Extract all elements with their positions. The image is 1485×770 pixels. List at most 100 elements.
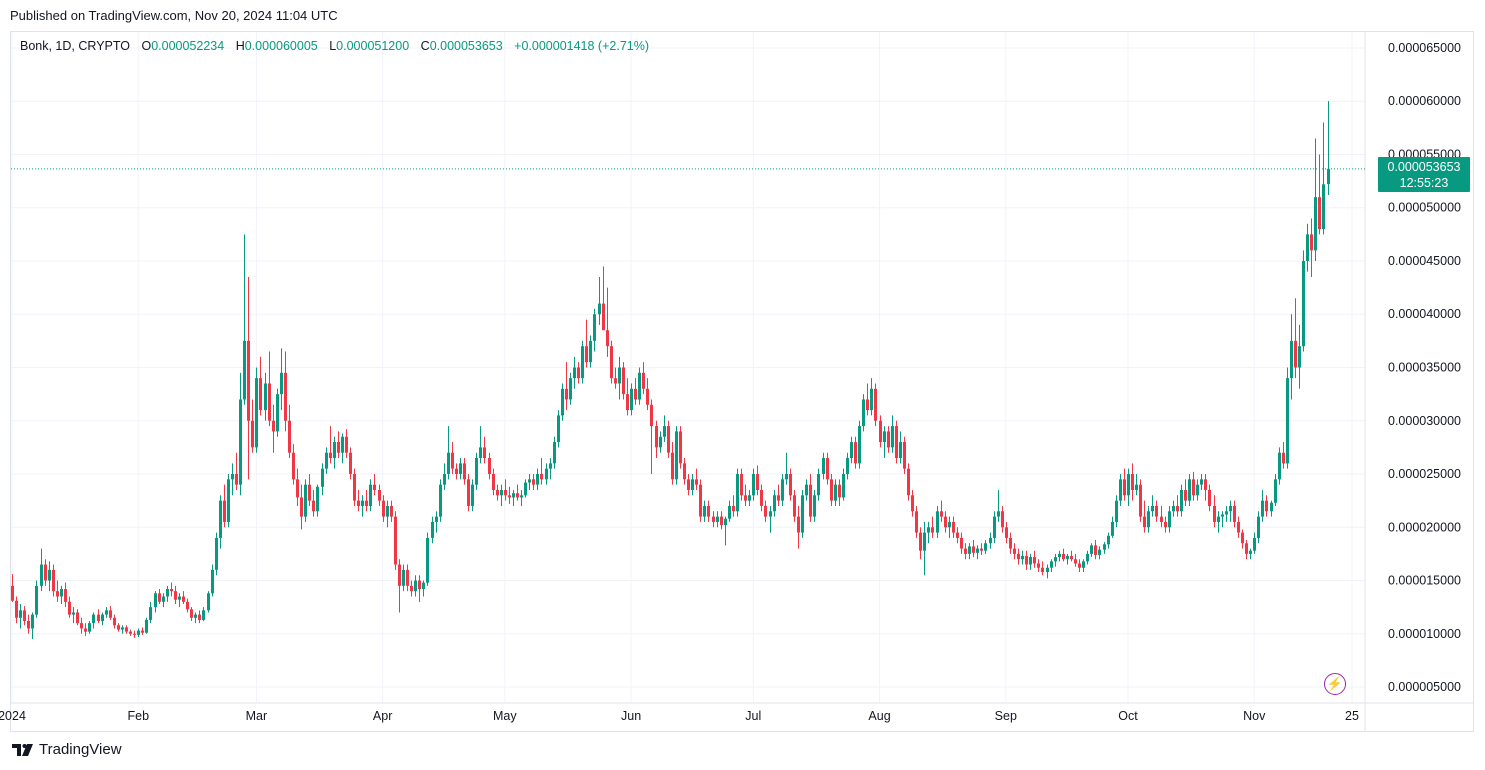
- candle-body: [646, 388, 649, 405]
- candle: [756, 465, 759, 496]
- candle: [687, 474, 690, 496]
- candle: [923, 521, 926, 576]
- candle: [732, 495, 735, 517]
- candle: [683, 458, 686, 485]
- candle-body: [422, 582, 425, 590]
- candle: [1009, 532, 1012, 554]
- candle-body: [569, 378, 572, 400]
- candle: [569, 372, 572, 405]
- candle: [463, 458, 466, 485]
- candle-body: [1054, 557, 1057, 562]
- candle: [1310, 218, 1313, 277]
- candle-body: [15, 600, 18, 618]
- candle-body: [980, 548, 983, 551]
- candle: [117, 623, 120, 632]
- candle: [573, 356, 576, 389]
- candle-body: [378, 489, 381, 501]
- candle-body: [105, 610, 108, 615]
- time-tick-label: Oct: [1118, 709, 1138, 723]
- candle: [1001, 505, 1004, 533]
- candle-body: [740, 474, 743, 496]
- candle-body: [997, 511, 1000, 517]
- time-tick-label: May: [493, 709, 517, 723]
- candle-body: [1282, 452, 1285, 464]
- candle: [1098, 546, 1101, 560]
- candle: [1184, 479, 1187, 506]
- candle: [1066, 553, 1069, 565]
- candle: [1221, 511, 1224, 528]
- candle: [492, 468, 495, 496]
- candle: [838, 479, 841, 506]
- candle-body: [1204, 479, 1207, 490]
- candle-body: [760, 489, 763, 506]
- candle-body: [1017, 553, 1020, 560]
- time-tick-label: Aug: [868, 709, 890, 723]
- candle: [1086, 550, 1089, 565]
- candle-body: [300, 497, 303, 517]
- candle: [80, 617, 83, 634]
- candle: [646, 378, 649, 411]
- candle: [1123, 468, 1126, 501]
- candle-body: [500, 489, 503, 496]
- candle: [883, 426, 886, 459]
- candle: [712, 511, 715, 528]
- candle: [915, 505, 918, 538]
- candle-body: [923, 532, 926, 551]
- candle-body: [467, 479, 470, 506]
- candle: [1090, 543, 1093, 558]
- price-tick-label: 0.000035000: [1388, 361, 1461, 375]
- candle-body: [553, 442, 556, 464]
- candle-body: [964, 548, 967, 554]
- candle: [1172, 500, 1175, 517]
- candle-body: [516, 493, 519, 498]
- candle-body: [31, 614, 34, 629]
- candle: [748, 489, 751, 506]
- candle-body: [223, 500, 226, 522]
- candle-body: [585, 346, 588, 363]
- candle-body: [638, 372, 641, 400]
- candle-body: [1115, 500, 1118, 522]
- candle-body: [940, 511, 943, 517]
- candle: [1074, 553, 1077, 567]
- candle-body: [895, 426, 898, 459]
- candle-body: [520, 495, 523, 498]
- candle-body: [813, 495, 816, 517]
- candle: [431, 516, 434, 544]
- published-header: Published on TradingView.com, Nov 20, 20…: [10, 8, 338, 23]
- candle: [284, 351, 287, 432]
- candle-body: [952, 521, 955, 533]
- candle-body: [683, 463, 686, 480]
- candle-body: [728, 505, 731, 519]
- candle: [997, 489, 1000, 522]
- candle-body: [1233, 505, 1236, 522]
- candle-body: [27, 620, 30, 629]
- candle: [589, 335, 592, 368]
- candle-body: [406, 569, 409, 586]
- ohlc-legend: Bonk, 1D, CRYPTO O0.000052234 H0.0000600…: [20, 39, 657, 53]
- candle-body: [1318, 197, 1321, 230]
- candle: [349, 447, 352, 480]
- candle: [520, 489, 523, 506]
- candle: [557, 410, 560, 448]
- tradingview-logo[interactable]: TradingView: [12, 741, 122, 758]
- lightning-icon[interactable]: ⚡: [1324, 673, 1346, 695]
- candle: [125, 625, 128, 634]
- candle-body: [1066, 556, 1069, 560]
- candle: [862, 394, 865, 432]
- candle: [1021, 550, 1024, 565]
- candle-body: [707, 505, 710, 517]
- symbol-label[interactable]: Bonk, 1D, CRYPTO: [20, 39, 130, 53]
- candle-body: [235, 474, 238, 485]
- candle-body: [170, 589, 173, 592]
- candle: [44, 559, 47, 586]
- candle: [178, 593, 181, 608]
- candle-body: [968, 546, 971, 554]
- candle-body: [805, 484, 808, 496]
- candle-body: [699, 484, 702, 517]
- candle-body: [1217, 516, 1220, 522]
- candle: [536, 468, 539, 490]
- price-tick-label: 0.000010000: [1388, 627, 1461, 641]
- candle-body: [211, 569, 214, 594]
- candle-body: [862, 399, 865, 427]
